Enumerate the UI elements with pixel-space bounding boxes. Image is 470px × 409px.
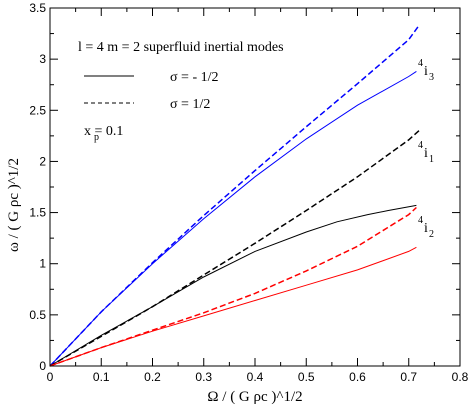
mode-label-i2-sup: 4 <box>418 215 423 226</box>
x-tick-label: 0.4 <box>247 370 264 384</box>
series-line-i3-dashed <box>49 24 420 367</box>
series-layer <box>49 24 420 367</box>
y-tick-label: 2 <box>39 154 46 168</box>
series-line-i3-solid <box>49 70 417 367</box>
plot-area <box>49 7 461 367</box>
x-tick-label: 0.1 <box>93 370 110 384</box>
x-tick-label: 0.5 <box>298 370 315 384</box>
xp-annotation: x = 0.1 <box>84 124 123 139</box>
x-tick-label: 0.3 <box>195 370 212 384</box>
y-axis-title: ω / ( G ρc )^1/2 <box>6 158 22 252</box>
mode-label-i2-sub: 2 <box>429 229 434 240</box>
mode-label-i2: 4 i 2 <box>418 215 434 240</box>
series-line-i1-solid <box>49 204 417 367</box>
x-axis-title: Ω / ( G ρc )^1/2 <box>207 389 302 405</box>
legend-dashed-label: σ = 1/2 <box>170 97 210 112</box>
y-tick-label: 2.5 <box>29 103 46 117</box>
header-annotation: l = 4 m = 2 superfluid inertial modes <box>78 40 284 55</box>
mode-label-i3: 4 i 3 <box>418 58 434 83</box>
mode-label-i1-sup: 4 <box>418 140 423 151</box>
series-line-i1-dashed <box>49 130 420 367</box>
series-line-i2-dashed <box>49 206 417 367</box>
mode-label-i1-main: i <box>424 146 428 161</box>
y-tick-label: 1 <box>39 257 46 271</box>
legend-solid-label: σ = - 1/2 <box>170 70 219 85</box>
x-tick-label: 0.7 <box>400 370 417 384</box>
y-tick-label: 3 <box>39 52 46 66</box>
mode-label-i3-sub: 3 <box>429 72 434 83</box>
y-tick-label: 0 <box>39 359 46 373</box>
y-tick-label: 0.5 <box>29 308 46 322</box>
x-tick-label: 0.8 <box>452 370 469 384</box>
plot-border <box>49 7 461 367</box>
x-tick-label: 0.2 <box>144 370 161 384</box>
mode-label-i2-main: i <box>424 221 428 236</box>
axis-ticks: 0 0.1 0.2 0.3 0.4 0.5 0.6 0.7 0.8 0 0.5 1 1.5 2 2.5 3 3.… <box>29 1 468 384</box>
x-tick-label: 0 <box>47 370 54 384</box>
y-tick-label: 1.5 <box>29 206 46 220</box>
mode-label-i1: 4 i 1 <box>418 140 434 165</box>
mode-label-i3-main: i <box>424 64 428 79</box>
mode-label-i1-sub: 1 <box>429 154 434 165</box>
xp-subscript: p <box>94 132 99 143</box>
x-tick-label: 0.6 <box>349 370 366 384</box>
y-tick-label: 3.5 <box>29 1 46 15</box>
mode-label-i3-sup: 4 <box>418 58 423 69</box>
series-line-i2-solid <box>49 246 417 367</box>
